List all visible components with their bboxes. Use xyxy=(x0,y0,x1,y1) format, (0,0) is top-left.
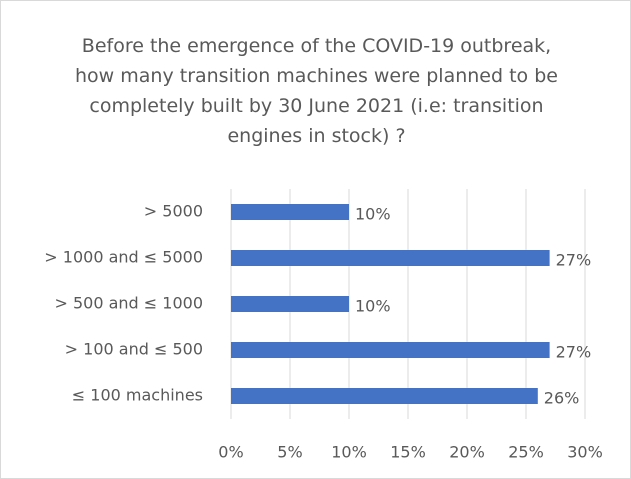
x-tick-label: 0% xyxy=(218,443,243,462)
value-label: 10% xyxy=(355,297,391,316)
bar xyxy=(231,342,550,358)
x-tick-label: 30% xyxy=(567,443,603,462)
chart-title: Before the emergence of the COVID-19 out… xyxy=(75,35,558,147)
x-tick-label: 20% xyxy=(449,443,485,462)
bar xyxy=(231,204,349,220)
bar xyxy=(231,296,349,312)
value-label: 26% xyxy=(544,389,580,408)
y-tick-label: ≤ 100 machines xyxy=(72,386,203,405)
y-tick-label: > 5000 xyxy=(144,202,203,221)
bar xyxy=(231,388,538,404)
y-tick-label: > 1000 and ≤ 5000 xyxy=(44,248,203,267)
x-tick-label: 25% xyxy=(508,443,544,462)
x-tick-label: 15% xyxy=(390,443,426,462)
x-tick-label: 5% xyxy=(277,443,302,462)
value-label: 10% xyxy=(355,205,391,224)
bar xyxy=(231,250,550,266)
y-tick-label: > 100 and ≤ 500 xyxy=(65,340,203,359)
x-tick-label: 10% xyxy=(331,443,367,462)
value-label: 27% xyxy=(556,251,592,270)
value-label: 27% xyxy=(556,343,592,362)
y-tick-label: > 500 and ≤ 1000 xyxy=(54,294,203,313)
